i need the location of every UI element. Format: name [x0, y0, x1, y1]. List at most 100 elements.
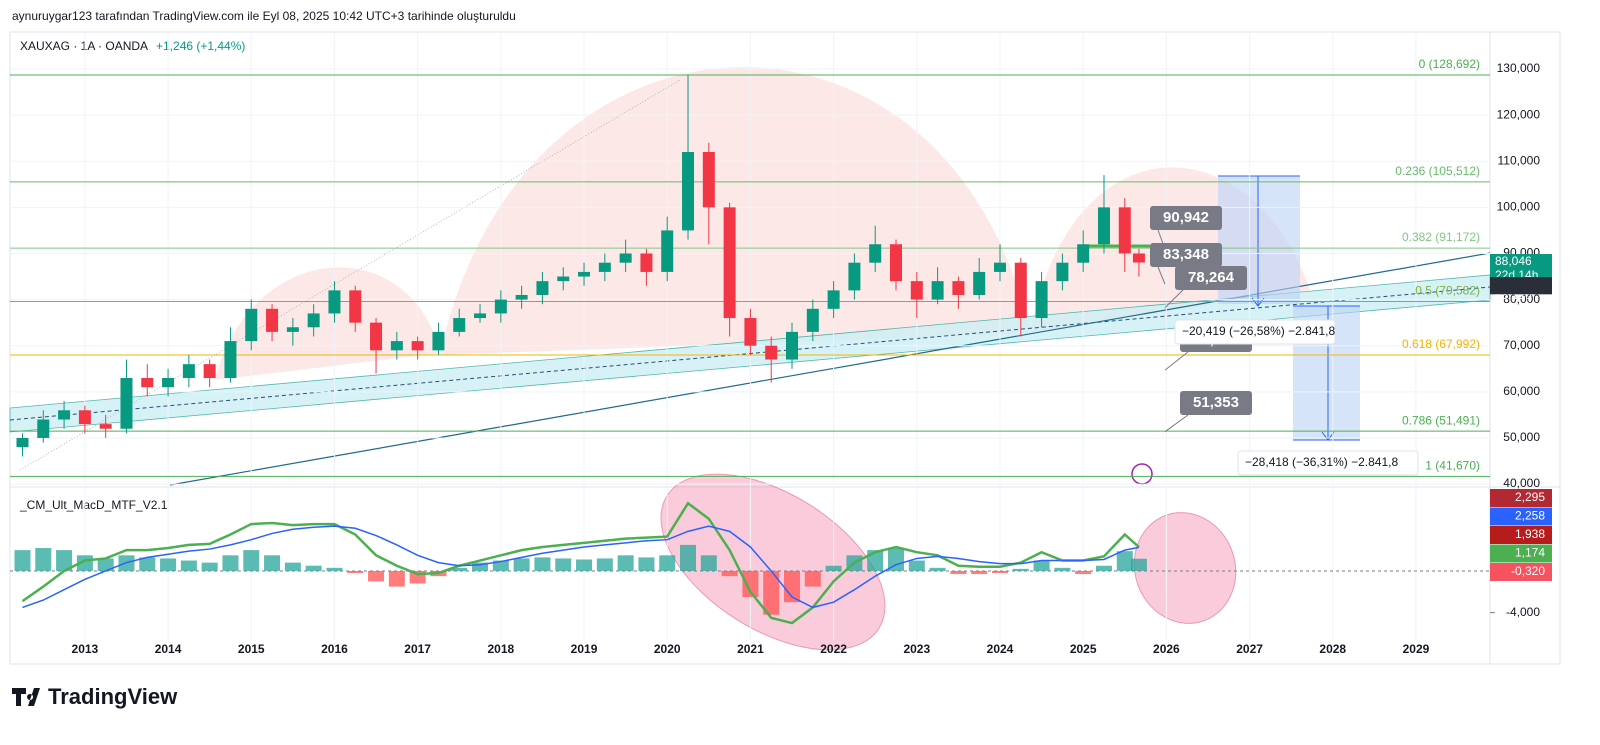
candle-body — [682, 152, 695, 231]
candle-body — [1035, 281, 1048, 319]
logo: TradingView — [12, 684, 178, 709]
measure-label-box — [1174, 319, 1336, 345]
y-tick-label: 100,000 — [1497, 200, 1541, 214]
x-tick-label: 2026 — [1153, 642, 1180, 656]
price-label: 88,046 — [1495, 254, 1532, 268]
value-label: -0,320 — [1511, 564, 1545, 578]
candle-body — [952, 281, 965, 295]
candle-body — [931, 281, 944, 300]
candle-body — [349, 290, 362, 323]
histogram-bar — [991, 570, 1008, 574]
histogram-bar — [56, 550, 73, 571]
histogram-bar — [14, 550, 31, 571]
callout-box — [1175, 266, 1247, 290]
y-tick-label: 60,000 — [1503, 384, 1540, 398]
candle-body — [1118, 207, 1131, 254]
candle-body — [702, 152, 715, 208]
indicator-name: _CM_Ult_MacD_MTF_V2.1 — [19, 498, 168, 512]
x-tick-label: 2019 — [571, 642, 598, 656]
histogram-bar — [1116, 551, 1133, 571]
histogram-bar — [638, 557, 655, 571]
candle-body — [786, 331, 799, 360]
measure-label-box — [1237, 450, 1419, 476]
change: +1,246 (+1,44%) — [156, 39, 245, 53]
logo-mark — [12, 688, 40, 706]
candle-body — [203, 364, 216, 378]
candle-body — [1056, 262, 1069, 282]
fib-label: 0.5 (79,582) — [1415, 284, 1480, 298]
histogram-bar — [201, 562, 218, 571]
candle-body — [224, 341, 237, 378]
candle-body — [640, 253, 653, 272]
candle-body — [910, 281, 923, 300]
callout-pointer — [1164, 289, 1184, 308]
y-tick-label: 80,000 — [1503, 292, 1540, 306]
candle-body — [827, 290, 840, 309]
histogram-bar — [97, 558, 114, 571]
histogram-bar — [825, 565, 842, 571]
value-box — [1490, 507, 1552, 526]
histogram-bar — [472, 562, 489, 571]
candle-body — [869, 244, 882, 263]
histogram-bar — [492, 560, 509, 571]
measure-arrow — [1218, 175, 1360, 441]
histogram-bar — [388, 570, 405, 587]
x-tick-label: 2014 — [155, 642, 182, 656]
x-tick-label: 2016 — [321, 642, 348, 656]
candle-body — [307, 313, 320, 328]
histogram-bar — [264, 555, 281, 571]
candle-body — [58, 410, 71, 420]
fib-label: 1 (41,670) — [1425, 459, 1480, 473]
histogram-bar — [804, 570, 821, 587]
histogram-bar — [659, 555, 676, 571]
highlight — [1133, 512, 1237, 624]
y-tick-label: 120,000 — [1497, 107, 1541, 121]
x-tick-label: 2024 — [987, 642, 1014, 656]
histogram-bar — [1075, 570, 1092, 575]
histogram-bar — [971, 570, 988, 575]
x-tick-label: 2022 — [820, 642, 847, 656]
x-tick-label: 2015 — [238, 642, 265, 656]
candle-body — [141, 377, 154, 388]
value-label: 2,295 — [1515, 490, 1545, 504]
candle-body — [993, 262, 1006, 272]
logo-text: TradingView — [48, 684, 178, 709]
y-tick-label: 50,000 — [1503, 430, 1540, 444]
histogram-bar — [534, 557, 551, 571]
candle-body — [411, 341, 424, 351]
callout-box — [1180, 391, 1252, 415]
histogram-bar — [742, 570, 759, 597]
candle-body — [474, 313, 487, 319]
y-tick-label: 110,000 — [1498, 153, 1541, 167]
candle-body — [182, 364, 195, 378]
candle-body — [515, 294, 528, 300]
chart-frame — [9, 31, 1561, 665]
histogram-bar — [243, 550, 260, 571]
callout-pointer — [1164, 351, 1189, 371]
histogram-bar — [451, 567, 468, 571]
y-tick-label: -4,000 — [1506, 605, 1540, 619]
histogram-bar — [1130, 558, 1147, 571]
x-tick-label: 2017 — [404, 642, 431, 656]
y-tick-label: 40,000 — [1503, 476, 1540, 490]
candle-body — [744, 318, 757, 346]
value-box — [1490, 526, 1552, 544]
candle-body — [286, 327, 299, 332]
callout-pointer — [1164, 414, 1189, 433]
callout-pointer — [1157, 266, 1166, 285]
candle-body — [661, 230, 674, 272]
histogram-bar — [160, 558, 177, 571]
histogram-bar — [180, 560, 197, 571]
x-tick-label: 2021 — [737, 642, 764, 656]
x-tick-label: 2029 — [1403, 642, 1430, 656]
candle-body — [432, 331, 445, 351]
author-line: aynuruygar123 tarafından TradingView.com… — [12, 9, 516, 23]
candle-body — [536, 281, 549, 295]
histogram-bar — [888, 548, 905, 571]
candle-body — [16, 437, 29, 448]
candle-body — [494, 299, 507, 314]
callout-box — [1150, 243, 1222, 267]
x-tick-label: 2025 — [1070, 642, 1097, 656]
candle-body — [120, 377, 133, 429]
